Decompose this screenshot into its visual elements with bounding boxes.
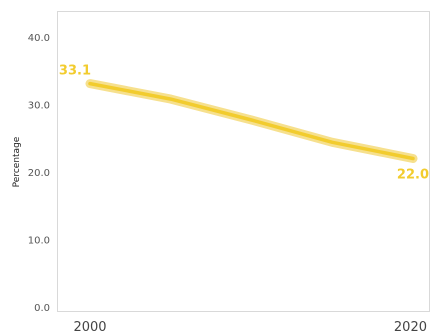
series-line xyxy=(88,81,415,161)
y-tick-label: 10.0 xyxy=(28,236,50,247)
y-tick-label: 40.0 xyxy=(28,33,50,44)
data-labels: 33.1 22.0 xyxy=(59,64,429,183)
data-label: 33.1 xyxy=(59,64,91,79)
series-layer xyxy=(85,79,418,163)
y-tick-label: 0.0 xyxy=(34,303,50,314)
x-tick-label: 2020 xyxy=(394,320,427,334)
y-tick-label: 30.0 xyxy=(28,101,50,112)
plot-area-frame xyxy=(57,11,430,312)
data-label: 22.0 xyxy=(397,168,429,183)
y-tick-label: 20.0 xyxy=(28,168,50,179)
y-axis-title: Percentage xyxy=(12,136,22,187)
x-tick-label: 2000 xyxy=(73,320,106,334)
y-axis-ticks: 0.0 10.0 20.0 30.0 40.0 xyxy=(28,33,50,314)
x-axis-ticks: 2000 2020 xyxy=(73,320,427,334)
